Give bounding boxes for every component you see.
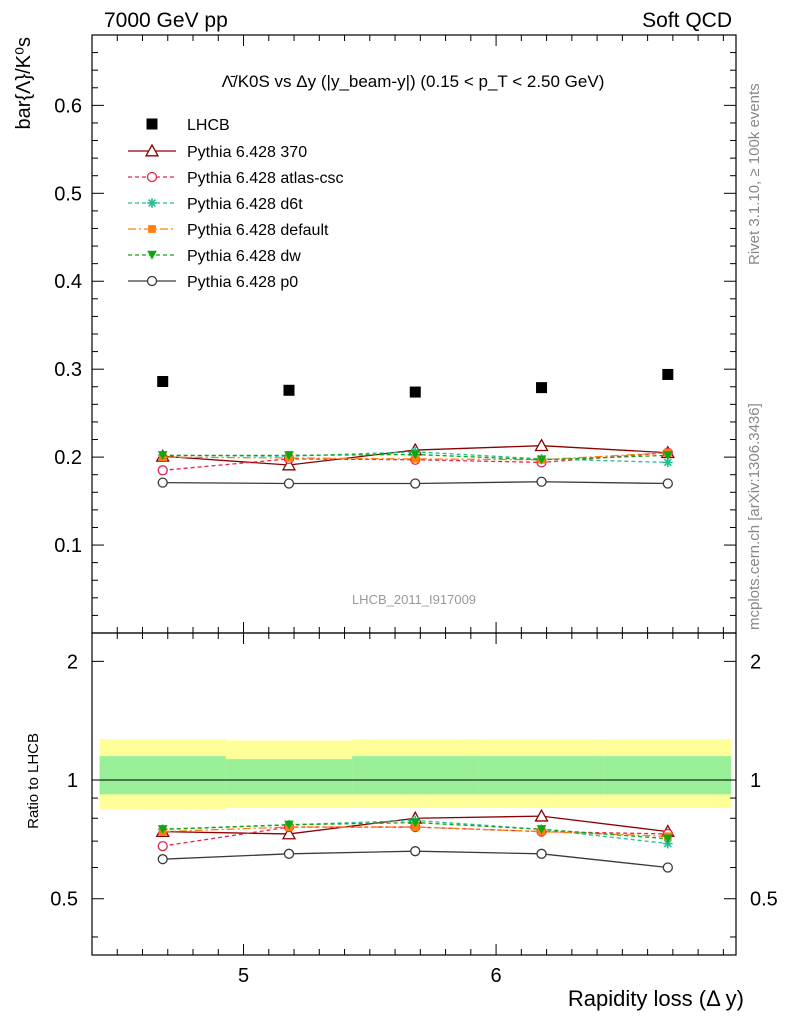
series-point-pythia-6-428-dw bbox=[536, 455, 547, 465]
legend-label-pythia-6-428-default: Pythia 6.428 default bbox=[187, 222, 329, 239]
header-energy: 7000 GeV pp bbox=[104, 9, 228, 32]
ratio-plot-frame bbox=[91, 632, 737, 956]
ratio-point-pythia-6-428-dw bbox=[284, 820, 294, 830]
series-point-pythia-6-428-dw bbox=[410, 450, 421, 460]
ratio-point-pythia-6-428-dw bbox=[410, 818, 421, 828]
x-axis-label: Rapidity loss (Δ y) bbox=[568, 986, 744, 1011]
ratio-y-tick-label-right: 1 bbox=[750, 770, 761, 792]
ratio-band-inner bbox=[478, 756, 605, 795]
ratio-y-tick-label-right: 0.5 bbox=[750, 889, 778, 911]
ratio-point-pythia-6-428-p0 bbox=[283, 848, 295, 859]
series-point-pythia-6-428-dw bbox=[663, 451, 673, 461]
y-tick-label: 0.4 bbox=[54, 271, 82, 293]
y-tick-label: 0.2 bbox=[54, 447, 82, 469]
ratio-point-pythia-6-428-dw bbox=[663, 834, 673, 844]
ratio-y-axis-label: Ratio to LHCB bbox=[25, 733, 42, 829]
legend-marker-pythia-6-428-default bbox=[148, 225, 156, 233]
ratio-point-pythia-6-428-dw bbox=[536, 825, 547, 835]
legend-label-pythia-6-428-d6t: Pythia 6.428 d6t bbox=[187, 196, 303, 213]
series-point-pythia-6-428-dw bbox=[284, 451, 294, 461]
ratio-point-pythia-6-428-dw bbox=[157, 825, 168, 835]
legend-marker-pythia-6-428-atlas-csc bbox=[146, 171, 158, 183]
legend-label-pythia-6-428-dw: Pythia 6.428 dw bbox=[187, 248, 301, 265]
ratio-point-pythia-6-428-d6t bbox=[663, 838, 673, 849]
series-point-pythia-6-428-370 bbox=[281, 457, 297, 471]
series-point-pythia-6-428-p0 bbox=[283, 478, 295, 489]
y-axis-label: bar{Λ}/K⁰s bbox=[13, 37, 35, 130]
ratio-band-inner bbox=[352, 756, 479, 795]
legend-marker-pythia-6-428-370 bbox=[144, 143, 160, 157]
series-point-pythia-6-428-atlas-csc bbox=[157, 465, 168, 476]
series-point-pythia-6-428-p0 bbox=[662, 478, 673, 489]
series-point-pythia-6-428-p0 bbox=[157, 477, 168, 488]
ratio-y-tick-label: 0.5 bbox=[50, 889, 78, 911]
data-point-lhcb bbox=[409, 386, 421, 398]
ratio-point-pythia-6-428-atlas-csc bbox=[157, 840, 168, 852]
legend-label-pythia-6-428-370: Pythia 6.428 370 bbox=[187, 144, 307, 161]
legend-marker-pythia-6-428-dw bbox=[147, 250, 157, 260]
plot-title: Λ̄/K0S vs Δy (|y_beam-y|) (0.15 < p_T < … bbox=[222, 72, 605, 91]
y-tick-label: 0.6 bbox=[54, 95, 82, 117]
ratio-y-tick-label-right: 2 bbox=[750, 651, 761, 673]
ratio-y-tick-label: 1 bbox=[67, 770, 78, 792]
data-point-lhcb bbox=[157, 375, 169, 387]
y-tick-label: 0.3 bbox=[54, 359, 82, 381]
y-tick-label: 0.1 bbox=[54, 535, 82, 557]
legend-label-pythia-6-428-atlas-csc: Pythia 6.428 atlas-csc bbox=[187, 170, 344, 187]
ratio-point-pythia-6-428-370 bbox=[534, 808, 549, 822]
legend-label-lhcb: LHCB bbox=[187, 117, 230, 134]
data-point-lhcb bbox=[283, 384, 295, 396]
legend-marker-pythia-6-428-d6t bbox=[147, 198, 157, 208]
ratio-band-inner bbox=[225, 759, 353, 795]
ratio-band-inner bbox=[604, 756, 731, 795]
analysis-watermark: LHCB_2011_I917009 bbox=[352, 592, 476, 607]
y-tick-label: 0.5 bbox=[54, 183, 82, 205]
series-point-pythia-6-428-dw bbox=[157, 451, 168, 461]
series-point-pythia-6-428-p0 bbox=[536, 476, 547, 487]
ratio-point-pythia-6-428-p0 bbox=[410, 846, 421, 857]
series-point-pythia-6-428-370 bbox=[534, 438, 549, 452]
data-point-lhcb bbox=[536, 382, 548, 394]
legend-marker-pythia-6-428-p0 bbox=[146, 275, 158, 287]
series-point-pythia-6-428-p0 bbox=[410, 478, 421, 489]
ratio-point-pythia-6-428-370 bbox=[281, 826, 297, 840]
legend-label-pythia-6-428-p0: Pythia 6.428 p0 bbox=[187, 274, 298, 291]
ratio-y-tick-label: 2 bbox=[67, 651, 78, 673]
ratio-point-pythia-6-428-p0 bbox=[662, 862, 673, 873]
x-tick-label: 5 bbox=[238, 965, 249, 987]
data-point-lhcb bbox=[662, 368, 674, 380]
x-tick-label: 6 bbox=[491, 965, 502, 987]
ratio-band-inner bbox=[99, 756, 226, 795]
ratio-point-pythia-6-428-p0 bbox=[157, 854, 168, 865]
header-category: Soft QCD bbox=[642, 9, 732, 32]
ratio-point-pythia-6-428-p0 bbox=[536, 848, 547, 859]
legend-marker-lhcb bbox=[146, 118, 158, 130]
